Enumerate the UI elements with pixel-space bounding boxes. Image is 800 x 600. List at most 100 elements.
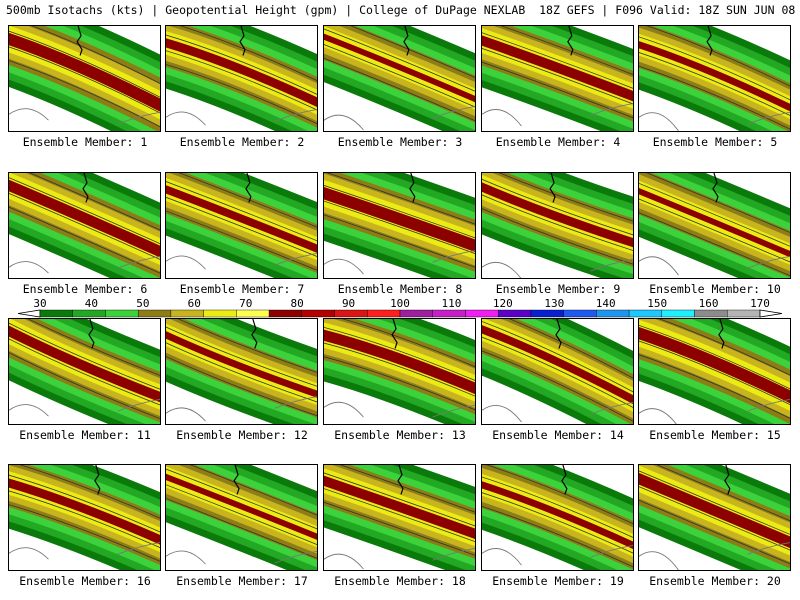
isotach-band xyxy=(166,473,317,540)
colorbar-tick-label: 70 xyxy=(239,297,252,310)
state-boundary xyxy=(166,550,317,565)
ensemble-member-map-13 xyxy=(323,318,476,425)
height-contour xyxy=(324,342,475,397)
ensemble-member-map-16 xyxy=(8,464,161,571)
height-contour xyxy=(326,173,475,225)
height-contour xyxy=(324,57,475,122)
height-contour xyxy=(482,208,633,265)
colorbar-tick-label: 130 xyxy=(544,297,564,310)
isotach-field xyxy=(9,26,160,131)
colorbar-tick-label: 160 xyxy=(699,297,719,310)
height-contour xyxy=(166,326,317,387)
colorbar-swatch xyxy=(465,309,499,318)
height-contour xyxy=(9,352,160,420)
coastline xyxy=(409,173,416,203)
isotach-field xyxy=(482,319,633,424)
ensemble-member-map-19 xyxy=(481,464,634,571)
isotach-band xyxy=(482,35,633,102)
height-contour xyxy=(9,177,160,245)
state-boundary xyxy=(324,106,475,131)
height-contour xyxy=(324,356,475,411)
height-contour xyxy=(639,324,790,390)
height-contour xyxy=(9,490,160,549)
height-contour xyxy=(482,321,633,393)
state-boundary xyxy=(639,111,790,131)
colorbar-swatch xyxy=(694,309,728,318)
height-contour xyxy=(639,65,790,130)
height-contour xyxy=(639,182,790,247)
height-contour xyxy=(482,336,633,408)
state-boundary xyxy=(9,108,160,125)
state-boundary xyxy=(639,255,790,276)
map-title: 500mb Isotachs (kts) | Geopotential Heig… xyxy=(6,3,800,17)
height-contour xyxy=(9,338,160,406)
isotach-field xyxy=(9,173,160,278)
isotach-band xyxy=(324,475,475,539)
colorbar-swatch xyxy=(334,309,368,318)
height-contour xyxy=(482,178,633,236)
height-contour xyxy=(498,173,633,222)
height-contour xyxy=(166,50,317,111)
height-contour xyxy=(166,181,317,242)
height-contour xyxy=(639,198,790,263)
isotach-field xyxy=(324,173,475,278)
height-contour xyxy=(179,26,317,81)
height-contour xyxy=(166,64,317,125)
ensemble-member-label: Ensemble Member: 19 xyxy=(492,574,624,588)
height-contour xyxy=(9,46,160,114)
height-contour xyxy=(189,465,317,516)
coastline xyxy=(391,319,398,349)
isotach-field xyxy=(166,26,317,131)
state-boundary xyxy=(639,542,790,570)
isotach-band xyxy=(166,331,317,398)
height-contour xyxy=(646,173,790,233)
height-contour xyxy=(9,60,160,128)
height-contour xyxy=(482,476,633,538)
colorbar-swatch xyxy=(727,309,761,318)
ensemble-member-label: Ensemble Member: 15 xyxy=(649,428,781,442)
state-boundary xyxy=(166,396,317,422)
height-contour xyxy=(500,26,633,75)
isotach-field xyxy=(9,465,160,570)
isotach-field xyxy=(9,319,160,424)
coastline xyxy=(567,26,574,56)
ensemble-member-label: Ensemble Member: 14 xyxy=(492,428,624,442)
height-contour xyxy=(9,206,160,274)
colorbar-swatch xyxy=(268,309,303,318)
colorbar-swatch xyxy=(170,309,204,318)
state-boundary xyxy=(166,108,317,126)
isotach-field xyxy=(482,173,633,278)
ensemble-member-map-18 xyxy=(323,464,476,571)
height-contour xyxy=(639,212,790,277)
state-boundary xyxy=(482,401,633,423)
ensemble-member-map-20 xyxy=(638,464,791,571)
height-contour xyxy=(324,472,475,527)
isotach-band xyxy=(9,478,160,545)
coastline xyxy=(94,465,101,495)
colorbar-tick-label: 50 xyxy=(136,297,149,310)
ensemble-member-map-7 xyxy=(165,172,318,279)
height-contour xyxy=(19,465,160,519)
isotach-band xyxy=(9,32,160,112)
height-contour xyxy=(658,319,790,376)
height-contour xyxy=(639,499,790,565)
height-contour xyxy=(646,26,790,87)
colorbar-swatch xyxy=(203,309,237,318)
height-contour xyxy=(324,214,475,268)
height-contour xyxy=(9,322,160,390)
height-contour xyxy=(166,484,317,545)
coastline xyxy=(712,173,719,203)
colorbar-swatch xyxy=(497,309,532,318)
ensemble-member-map-17 xyxy=(165,464,318,571)
height-contour xyxy=(482,194,633,251)
coastline xyxy=(251,319,258,349)
ensemble-member-map-3 xyxy=(323,25,476,132)
ensemble-member-label: Ensemble Member: 8 xyxy=(337,282,463,296)
coastline xyxy=(724,465,731,495)
coastline xyxy=(88,319,95,349)
height-contour xyxy=(166,34,317,95)
state-boundary xyxy=(324,401,475,418)
ensemble-member-map-4 xyxy=(481,25,634,132)
height-contour xyxy=(482,506,633,568)
height-contour xyxy=(324,44,475,108)
